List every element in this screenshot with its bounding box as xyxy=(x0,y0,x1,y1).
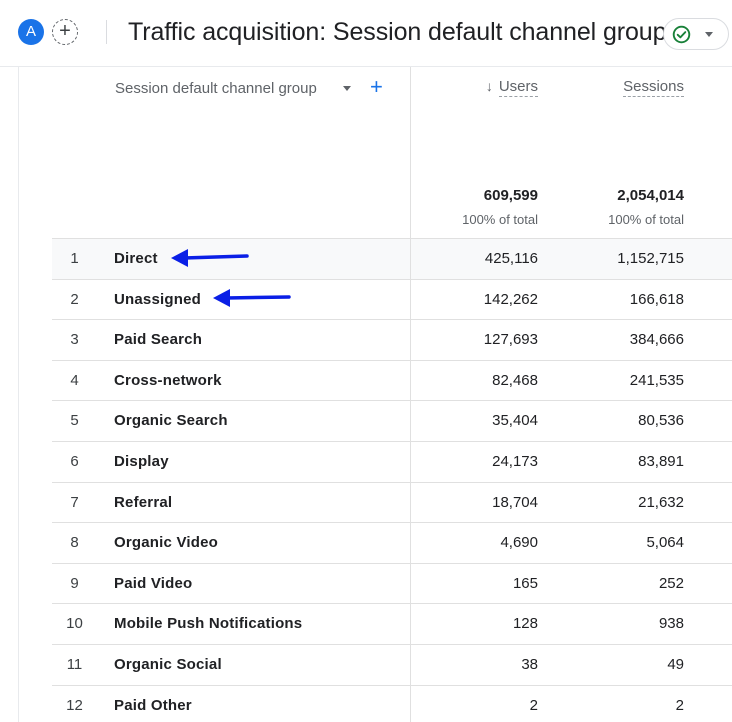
table-row[interactable]: 7 Referral 18,704 21,632 xyxy=(52,481,732,523)
users-value: 128 xyxy=(512,615,538,633)
channel-name[interactable]: Referral xyxy=(114,493,173,511)
row-rank: 12 xyxy=(66,696,83,714)
add-comparison-button[interactable]: + xyxy=(52,19,78,45)
users-value: 38 xyxy=(521,655,538,673)
table-row[interactable]: 6 Display 24,173 83,891 xyxy=(52,440,732,482)
table-row[interactable]: 3 Paid Search 127,693 384,666 xyxy=(52,319,732,361)
channel-name[interactable]: Organic Social xyxy=(114,655,222,673)
row-rank: 10 xyxy=(66,615,83,633)
sessions-value: 80,536 xyxy=(638,412,684,430)
column-divider xyxy=(410,441,411,482)
column-divider xyxy=(410,482,411,523)
row-rank: 9 xyxy=(70,574,79,592)
table-row[interactable]: 5 Organic Search 35,404 80,536 xyxy=(52,400,732,442)
users-value: 165 xyxy=(512,574,538,592)
row-rank: 5 xyxy=(70,412,79,430)
column-divider xyxy=(410,523,411,564)
sort-descending-icon: ↓ xyxy=(485,78,493,94)
page-title: Traffic acquisition: Session default cha… xyxy=(128,18,667,46)
users-value: 35,404 xyxy=(492,412,538,430)
table-row[interactable]: 12 Paid Other 2 2 xyxy=(52,684,732,722)
channel-name[interactable]: Direct xyxy=(114,250,158,267)
users-total-percent: 100% of total xyxy=(462,212,538,227)
users-value: 4,690 xyxy=(500,534,538,552)
report-header: A + Traffic acquisition: Session default… xyxy=(0,0,732,66)
channel-name[interactable]: Organic Search xyxy=(114,412,228,430)
column-divider xyxy=(410,320,411,361)
channel-name[interactable]: Display xyxy=(114,452,169,470)
sessions-value: 166,618 xyxy=(629,290,684,308)
table-row[interactable]: 10 Mobile Push Notifications 128 938 xyxy=(52,603,732,645)
sessions-value: 252 xyxy=(658,574,684,592)
row-rank: 3 xyxy=(70,331,79,349)
sessions-column-header[interactable]: Sessions xyxy=(623,78,684,97)
channel-name[interactable]: Unassigned xyxy=(114,290,202,308)
sessions-total: 2,054,014 xyxy=(617,187,684,204)
column-divider xyxy=(410,401,411,442)
channel-name[interactable]: Mobile Push Notifications xyxy=(114,615,303,633)
column-divider xyxy=(410,279,411,320)
channel-name[interactable]: Organic Video xyxy=(114,534,219,552)
table-body: 1 Direct 425,116 1,152,715 2 Unassigned … xyxy=(52,238,732,722)
table-row[interactable]: 4 Cross-network 82,468 241,535 xyxy=(52,359,732,401)
row-rank: 6 xyxy=(70,452,79,470)
users-value: 82,468 xyxy=(492,371,538,389)
chevron-down-icon xyxy=(705,32,713,37)
users-value: 127,693 xyxy=(483,331,538,349)
channel-name[interactable]: Cross-network xyxy=(114,371,222,389)
sessions-value: 21,632 xyxy=(638,493,684,511)
add-dimension-button[interactable]: + xyxy=(370,74,383,99)
report-status-button[interactable] xyxy=(663,18,729,50)
sessions-value: 384,666 xyxy=(629,331,684,349)
dimension-header[interactable]: Session default channel group xyxy=(115,80,317,97)
channel-name[interactable]: Paid Search xyxy=(114,331,203,349)
row-rank: 7 xyxy=(70,493,79,511)
column-divider xyxy=(410,563,411,604)
table-row[interactable]: 1 Direct 425,116 1,152,715 xyxy=(52,238,732,279)
header-divider xyxy=(106,20,107,44)
table-row[interactable]: 8 Organic Video 4,690 5,064 xyxy=(52,522,732,564)
dimension-dropdown-icon[interactable] xyxy=(343,86,351,91)
sessions-value: 5,064 xyxy=(646,534,684,552)
channel-name[interactable]: Paid Other xyxy=(114,696,192,714)
sessions-value: 938 xyxy=(658,615,684,633)
users-value: 18,704 xyxy=(492,493,538,511)
row-rank: 2 xyxy=(70,290,79,308)
sessions-value: 83,891 xyxy=(638,452,684,470)
panel-border xyxy=(18,67,19,722)
row-rank: 4 xyxy=(70,371,79,389)
users-value: 425,116 xyxy=(484,250,538,267)
sessions-value: 2 xyxy=(675,696,684,714)
table-row[interactable]: 9 Paid Video 165 252 xyxy=(52,562,732,604)
column-divider xyxy=(410,239,411,279)
users-total: 609,599 xyxy=(483,187,538,204)
check-circle-icon xyxy=(672,25,691,44)
table-row[interactable]: 11 Organic Social 38 49 xyxy=(52,643,732,685)
table-row[interactable]: 2 Unassigned 142,262 166,618 xyxy=(52,278,732,320)
sessions-total-percent: 100% of total xyxy=(608,212,684,227)
column-divider xyxy=(410,644,411,685)
users-value: 142,262 xyxy=(483,290,538,308)
column-divider xyxy=(410,685,411,722)
row-rank: 8 xyxy=(70,534,79,552)
header-border xyxy=(0,66,732,67)
sessions-value: 241,535 xyxy=(629,371,684,389)
users-value: 2 xyxy=(529,696,538,714)
users-column-header[interactable]: ↓ Users xyxy=(485,78,538,97)
row-rank: 1 xyxy=(70,250,79,267)
annotation-arrow-icon xyxy=(171,249,249,267)
channel-name[interactable]: Paid Video xyxy=(114,574,193,592)
comparison-avatar[interactable]: A xyxy=(18,19,44,45)
annotation-arrow-icon xyxy=(213,289,291,307)
row-rank: 11 xyxy=(66,655,83,673)
sessions-value: 49 xyxy=(667,655,684,673)
column-divider xyxy=(410,604,411,645)
sessions-value: 1,152,715 xyxy=(617,250,684,267)
users-value: 24,173 xyxy=(492,452,538,470)
column-divider xyxy=(410,360,411,401)
